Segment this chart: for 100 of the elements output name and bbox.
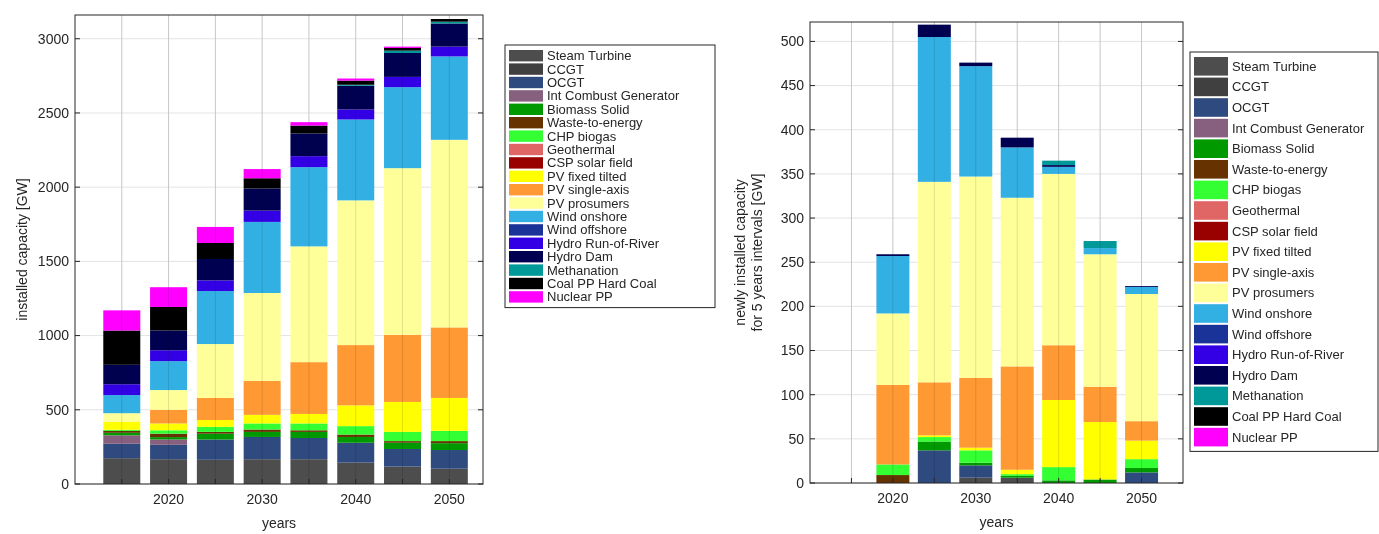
legend-label: Waste-to-energy	[547, 115, 644, 131]
bar	[150, 287, 188, 307]
legend-label: PV prosumers	[1232, 285, 1315, 301]
bar	[243, 169, 281, 179]
bar	[959, 66, 993, 177]
bar	[337, 80, 375, 85]
bar	[196, 420, 234, 427]
bar	[430, 139, 468, 328]
legend-label: Wind onshore	[547, 209, 628, 225]
y-tick-label: 3000	[37, 30, 70, 47]
bar	[290, 437, 328, 460]
legend-label: Waste-to-energy	[1232, 161, 1329, 177]
x-tick-label: 2030	[246, 491, 278, 507]
bar	[150, 430, 188, 434]
bar	[1125, 286, 1159, 295]
y-tick-label: 300	[780, 209, 805, 226]
legend-label: CCGT	[547, 61, 584, 77]
legend-label: Geothermal	[547, 142, 616, 158]
legend-label: OCGT	[1232, 100, 1270, 116]
bar	[1000, 147, 1034, 198]
bar	[103, 364, 141, 385]
bar	[150, 444, 188, 460]
legend-label: Steam Turbine	[547, 48, 632, 64]
y-tick-label: 450	[780, 77, 805, 94]
bar	[959, 465, 993, 478]
bar	[1083, 248, 1117, 255]
bar	[337, 119, 375, 201]
bar	[337, 109, 375, 120]
bar	[430, 450, 468, 469]
bar	[430, 327, 468, 398]
legend-label: CSP solar field	[547, 155, 633, 171]
bar	[337, 442, 375, 463]
legend-label: CHP biogas	[547, 128, 617, 144]
bar	[150, 390, 188, 410]
bar	[959, 176, 993, 378]
y-tick-label: 100	[780, 386, 805, 403]
y-tick-label: 0	[61, 475, 70, 492]
bar	[103, 395, 141, 414]
bar	[290, 133, 328, 157]
bar	[290, 167, 328, 247]
legend-label: Steam Turbine	[1232, 58, 1317, 74]
legend-label: Nuclear PP	[547, 289, 613, 305]
bar	[150, 423, 188, 431]
legend-label: Int Combust Generator	[547, 88, 680, 104]
bar	[917, 437, 951, 442]
bar	[1042, 467, 1076, 481]
bar	[876, 464, 910, 476]
legend-label: PV single-axis	[547, 182, 630, 198]
bar	[1125, 440, 1159, 460]
legend-label: CCGT	[1232, 79, 1269, 95]
bar	[1000, 366, 1034, 470]
legend-label: Wind offshore	[547, 222, 627, 238]
bar	[337, 200, 375, 346]
bar	[150, 459, 188, 484]
y-tick-label: 250	[780, 254, 805, 271]
bar	[150, 439, 188, 445]
y-axis-title: installed capacity [GW]	[14, 178, 30, 321]
bar	[1125, 459, 1159, 468]
bar	[1000, 137, 1034, 148]
bar	[384, 52, 422, 77]
bar	[917, 441, 951, 451]
y-tick-label: 2500	[37, 104, 70, 121]
bar	[243, 178, 281, 189]
legend-label: PV fixed tilted	[547, 168, 627, 184]
bar	[1083, 241, 1117, 249]
bar	[876, 384, 910, 465]
y-tick-label: 50	[788, 430, 805, 447]
legend-label: Nuclear PP	[1232, 429, 1298, 445]
bar	[196, 291, 234, 345]
bar	[243, 423, 281, 430]
y-tick-label: 0	[796, 474, 805, 491]
bar	[337, 436, 375, 443]
x-tick-label: 2050	[1125, 490, 1158, 506]
bar	[1000, 197, 1034, 367]
bar	[103, 458, 141, 484]
bar	[337, 345, 375, 406]
x-axis-title: years	[979, 514, 1014, 530]
bar	[196, 426, 234, 432]
bar	[430, 441, 468, 444]
legend-label: PV single-axis	[1232, 264, 1315, 280]
bar	[103, 443, 141, 459]
bar	[1083, 386, 1117, 423]
bar	[243, 292, 281, 381]
bar	[150, 361, 188, 391]
bar	[150, 330, 188, 351]
y-tick-label: 1500	[37, 253, 70, 270]
legend-label: CHP biogas	[1232, 182, 1302, 198]
legend-label: Coal PP Hard Coal	[547, 276, 657, 292]
bar	[1083, 254, 1117, 387]
bar	[1000, 469, 1034, 475]
bar	[384, 334, 422, 402]
bar	[1083, 422, 1117, 480]
bar	[290, 362, 328, 414]
bar	[290, 459, 328, 484]
bar	[876, 256, 910, 314]
legend-label: Wind onshore	[1232, 306, 1313, 322]
y-tick-label: 500	[780, 33, 805, 50]
bar	[1125, 467, 1159, 473]
bar	[103, 435, 141, 444]
bar	[384, 442, 422, 449]
